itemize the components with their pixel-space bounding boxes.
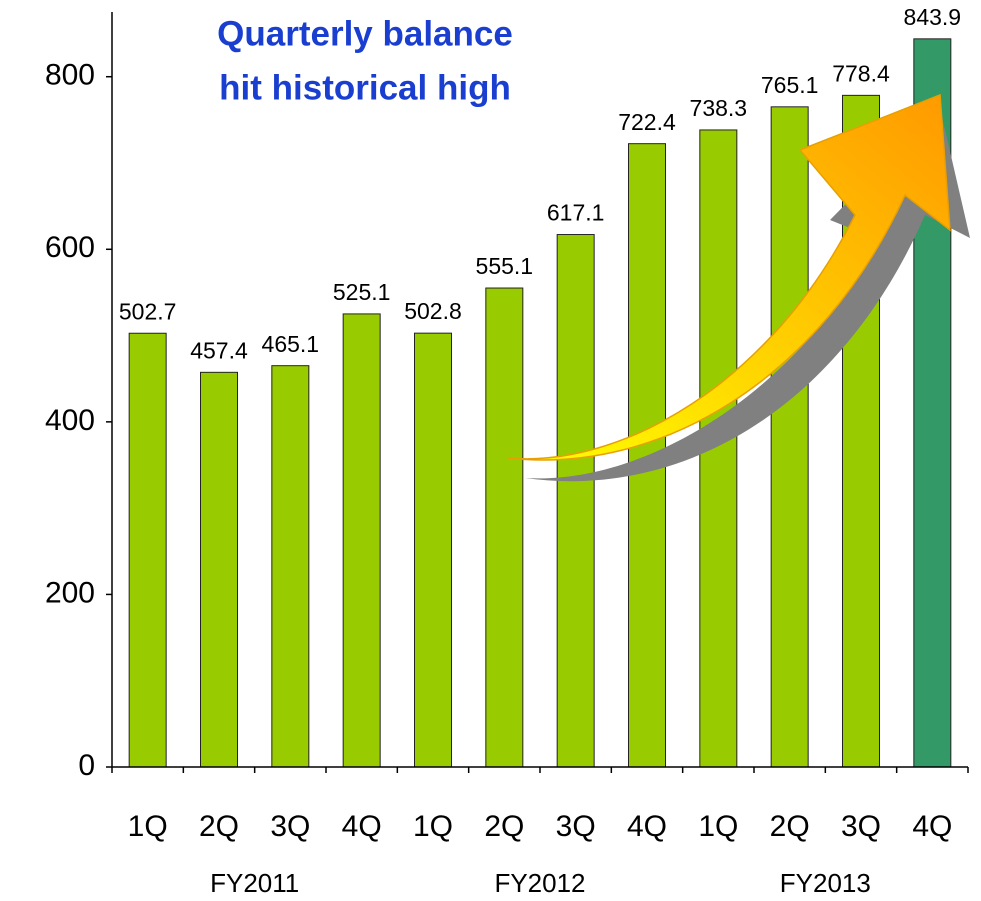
x-tick-label: 1Q xyxy=(698,810,738,843)
bar xyxy=(271,365,310,768)
x-tick-label: 4Q xyxy=(912,810,952,843)
x-tick-label: 3Q xyxy=(270,810,310,843)
bar xyxy=(485,287,524,768)
group-label: FY2011 xyxy=(210,868,299,898)
value-label: 617.1 xyxy=(547,200,605,226)
x-tick-label: 2Q xyxy=(199,810,239,843)
value-label: 502.7 xyxy=(119,298,177,324)
bar xyxy=(414,332,452,768)
x-tick-label: 2Q xyxy=(770,810,810,843)
bar xyxy=(342,313,381,768)
bar xyxy=(556,234,595,768)
group-label: FY2013 xyxy=(780,868,871,898)
value-label: 555.1 xyxy=(476,253,534,279)
value-label: 457.4 xyxy=(190,337,248,363)
bar xyxy=(770,106,809,768)
x-tick-label: 1Q xyxy=(128,810,168,843)
y-tick-label: 200 xyxy=(45,576,95,609)
value-label: 465.1 xyxy=(262,331,320,357)
value-label: 738.3 xyxy=(690,95,748,121)
value-label: 843.9 xyxy=(904,4,962,30)
y-tick-label: 400 xyxy=(45,404,95,437)
group-label: FY2012 xyxy=(494,868,585,898)
y-tick-label: 800 xyxy=(45,59,95,92)
x-tick-label: 2Q xyxy=(484,810,524,843)
value-label: 525.1 xyxy=(333,279,391,305)
x-tick-label: 1Q xyxy=(413,810,453,843)
value-label: 765.1 xyxy=(761,72,819,98)
y-tick-label: 0 xyxy=(78,749,95,782)
bar xyxy=(128,332,167,768)
x-tick-label: 3Q xyxy=(841,810,881,843)
x-tick-label: 4Q xyxy=(627,810,667,843)
annotation: hit historical high xyxy=(219,68,511,107)
x-tick-label: 4Q xyxy=(342,810,382,843)
value-label: 722.4 xyxy=(618,109,676,135)
annotation: Quarterly balance xyxy=(217,14,513,53)
value-label: 502.8 xyxy=(404,298,462,324)
bar xyxy=(200,371,238,768)
value-label: 778.4 xyxy=(832,60,890,86)
x-tick-label: 3Q xyxy=(556,810,596,843)
y-tick-label: 600 xyxy=(45,231,95,264)
arrow xyxy=(507,93,951,461)
